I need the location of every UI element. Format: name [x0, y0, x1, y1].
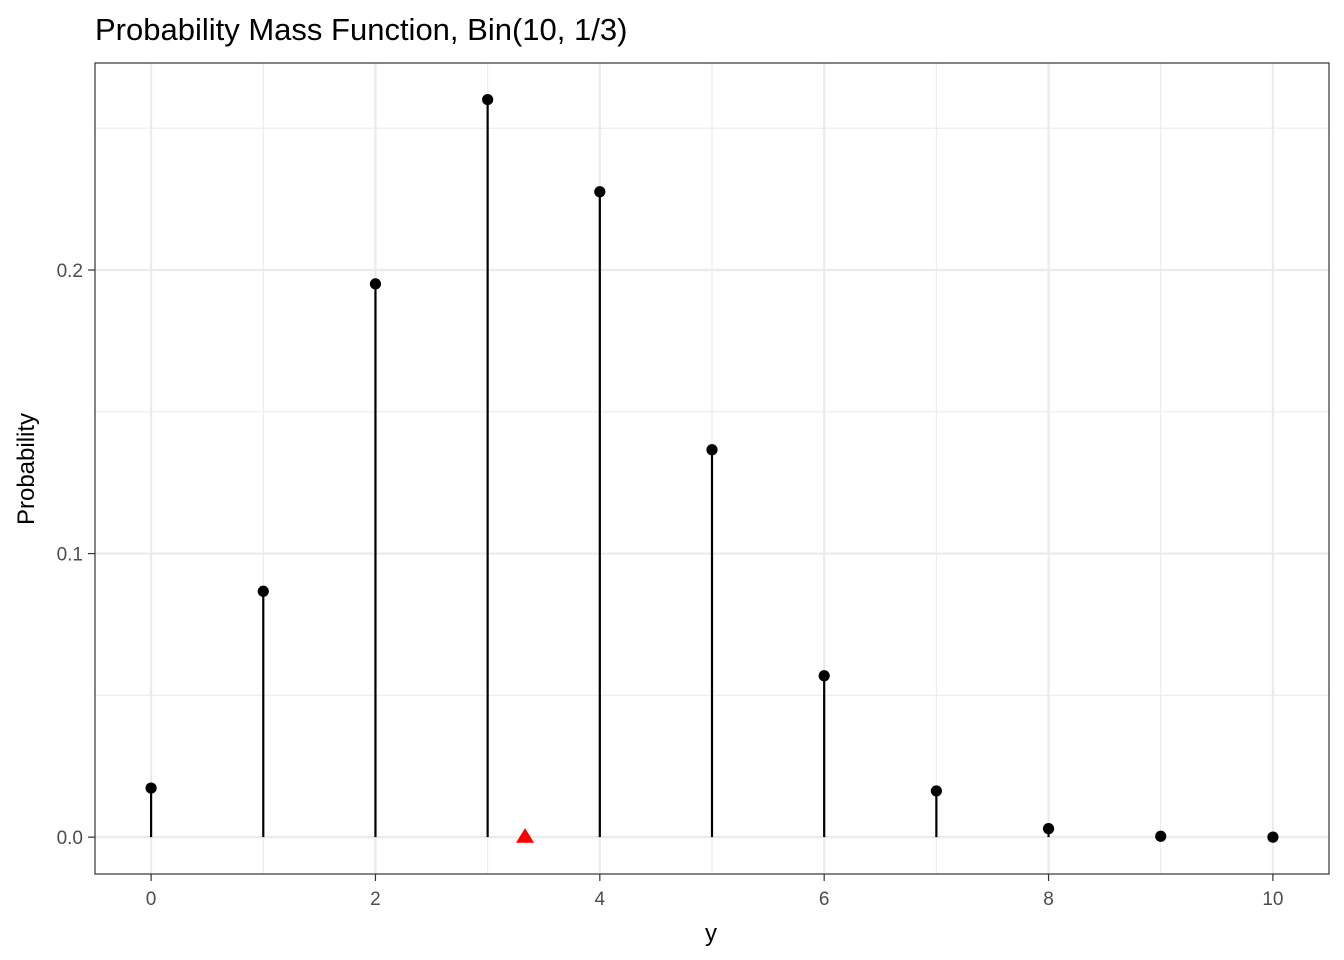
data-point [1267, 831, 1279, 843]
y-tick-label: 0.2 [57, 261, 83, 282]
data-point [930, 785, 942, 797]
data-point [1042, 823, 1055, 835]
x-axis-ticks: 0 2 4 6 8 10 [146, 874, 1283, 910]
data-point [1155, 830, 1167, 842]
x-tick-label: 8 [1043, 889, 1054, 910]
x-tick-label: 10 [1262, 889, 1283, 910]
points [145, 93, 1279, 843]
x-tick-label: 6 [819, 889, 830, 910]
data-point [706, 444, 718, 456]
data-point [369, 278, 382, 290]
x-tick-label: 0 [146, 889, 157, 910]
y-tick-label: 0.0 [57, 828, 83, 849]
data-point [145, 782, 157, 794]
panel-border [94, 62, 1330, 875]
x-tick-label: 4 [595, 889, 606, 910]
stems [149, 99, 1162, 838]
x-axis-title: y [705, 920, 717, 947]
data-point [482, 93, 494, 106]
mean-marker [516, 828, 535, 843]
y-tick-label: 0.1 [57, 545, 83, 566]
data-point [818, 670, 830, 682]
data-point [594, 186, 606, 198]
data-point [257, 585, 269, 597]
chart-title: Probability Mass Function, Bin(10, 1/3) [95, 12, 627, 47]
mean-marker-group [516, 828, 535, 843]
x-tick-label: 2 [370, 889, 381, 910]
y-axis-title: Probability [13, 413, 40, 525]
y-axis-ticks: 0.0 0.1 0.2 [57, 261, 95, 849]
